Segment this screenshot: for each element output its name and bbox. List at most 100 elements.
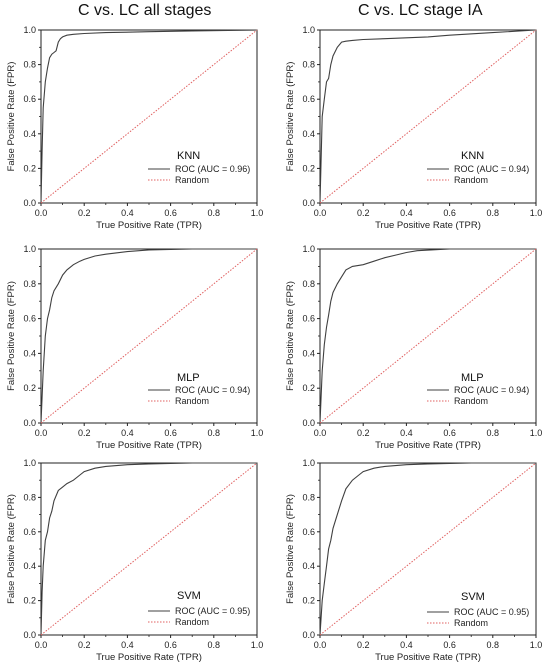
y-tick-label: 0.6	[302, 94, 315, 104]
x-tick-label: 0.0	[35, 428, 48, 438]
legend-entry-label: ROC (AUC = 0.94)	[454, 385, 529, 395]
x-tick-label: 1.0	[251, 640, 264, 650]
legend-entry-label: Random	[175, 175, 209, 185]
column-title-right: C vs. LC stage IA	[358, 2, 483, 19]
y-tick-label: 0.0	[302, 198, 315, 208]
y-tick-label: 0.2	[302, 596, 315, 606]
y-tick-label: 0.2	[302, 383, 315, 393]
x-tick-label: 0.6	[443, 640, 456, 650]
x-tick-label: 0.4	[121, 428, 134, 438]
x-tick-label: 0.2	[357, 640, 370, 650]
x-axis-label: True Positive Rate (TPR)	[96, 220, 202, 231]
y-tick-label: 0.4	[23, 129, 36, 139]
roc-curve-line	[40, 248, 257, 424]
legend-entry-label: ROC (AUC = 0.95)	[175, 606, 250, 616]
x-tick-label: 0.6	[443, 208, 456, 218]
y-tick-label: 0.6	[23, 527, 36, 537]
roc-panel: 0.0 0.2 0.4 0.6 0.8 1.0 0.0 0.2 0.4 0.6 0.8 1.0 True…	[285, 458, 542, 663]
x-axis-label: True Positive Rate (TPR)	[375, 220, 481, 231]
y-tick-label: 0.2	[23, 383, 36, 393]
x-tick-label: 0.2	[78, 428, 91, 438]
y-tick-label: 0.0	[302, 418, 315, 428]
y-tick-label: 1.0	[302, 458, 315, 468]
y-tick-label: 0.8	[302, 279, 315, 289]
x-tick-label: 0.2	[78, 640, 91, 650]
y-tick-label: 0.4	[23, 348, 36, 358]
x-axis-label: True Positive Rate (TPR)	[96, 652, 202, 663]
x-tick-label: 0.6	[164, 208, 177, 218]
x-tick-label: 0.2	[78, 208, 91, 218]
legend-entry-label: Random	[175, 396, 209, 406]
x-tick-label: 0.4	[121, 640, 134, 650]
y-tick-label: 1.0	[302, 25, 315, 35]
x-tick-label: 0.0	[314, 208, 327, 218]
model-name-label: MLP	[461, 372, 484, 384]
y-tick-label: 0.8	[23, 279, 36, 289]
x-tick-label: 0.4	[400, 208, 413, 218]
roc-panel: 0.0 0.2 0.4 0.6 0.8 1.0 0.0 0.2 0.4 0.6 0.8 1.0 True…	[285, 25, 542, 231]
x-tick-label: 1.0	[530, 640, 543, 650]
x-tick-label: 1.0	[530, 428, 543, 438]
random-baseline-line	[319, 248, 537, 424]
x-axis-label: True Positive Rate (TPR)	[375, 652, 481, 663]
x-tick-label: 0.8	[487, 208, 500, 218]
legend-entry-label: ROC (AUC = 0.95)	[454, 607, 529, 617]
x-tick-label: 0.6	[164, 428, 177, 438]
x-tick-label: 0.4	[121, 208, 134, 218]
y-tick-label: 0.8	[302, 60, 315, 70]
legend-entry-label: Random	[454, 618, 488, 628]
y-tick-label: 0.8	[302, 492, 315, 502]
legend-entry-label: Random	[454, 396, 488, 406]
x-tick-label: 0.0	[314, 428, 327, 438]
model-name-label: MLP	[177, 372, 200, 384]
x-tick-label: 0.2	[357, 428, 370, 438]
y-tick-label: 1.0	[23, 244, 36, 254]
y-axis-label: False Positive Rate (FPR)	[285, 281, 296, 391]
column-title-left: C vs. LC all stages	[78, 2, 212, 19]
y-tick-label: 0.6	[23, 94, 36, 104]
x-tick-label: 0.8	[208, 428, 221, 438]
random-baseline-line	[319, 462, 537, 636]
y-axis-label: False Positive Rate (FPR)	[285, 494, 296, 604]
legend-entry-label: Random	[454, 175, 488, 185]
y-tick-label: 0.0	[23, 630, 36, 640]
y-tick-label: 0.8	[23, 492, 36, 502]
legend-entry-label: ROC (AUC = 0.94)	[454, 164, 529, 174]
y-tick-label: 1.0	[302, 244, 315, 254]
roc-curve-line	[319, 29, 537, 204]
random-baseline-line	[40, 462, 258, 636]
random-baseline-line	[40, 29, 258, 204]
y-tick-label: 0.0	[302, 630, 315, 640]
y-axis-label: False Positive Rate (FPR)	[6, 494, 17, 604]
y-axis-label: False Positive Rate (FPR)	[6, 281, 17, 391]
x-tick-label: 0.6	[164, 640, 177, 650]
legend-entry-label: ROC (AUC = 0.94)	[175, 385, 250, 395]
model-name-label: SVM	[461, 591, 485, 603]
x-tick-label: 0.4	[400, 640, 413, 650]
legend-entry-label: ROC (AUC = 0.96)	[175, 164, 250, 174]
roc-panel: 0.0 0.2 0.4 0.6 0.8 1.0 0.0 0.2 0.4 0.6 0.8 1.0 True…	[285, 244, 542, 451]
roc-panel: 0.0 0.2 0.4 0.6 0.8 1.0 0.0 0.2 0.4 0.6 0.8 1.0 True…	[6, 458, 263, 663]
y-tick-label: 0.6	[302, 314, 315, 324]
y-tick-label: 0.4	[302, 348, 315, 358]
x-tick-label: 0.8	[487, 640, 500, 650]
x-axis-label: True Positive Rate (TPR)	[375, 440, 481, 451]
roc-curve-line	[319, 248, 536, 424]
roc-panel: 0.0 0.2 0.4 0.6 0.8 1.0 0.0 0.2 0.4 0.6 0.8 1.0 True…	[6, 25, 263, 231]
roc-curve-line	[319, 462, 536, 636]
random-baseline-line	[319, 29, 537, 204]
y-axis-label: False Positive Rate (FPR)	[285, 62, 296, 172]
x-tick-label: 0.8	[208, 208, 221, 218]
y-tick-label: 0.2	[302, 163, 315, 173]
x-tick-label: 0.6	[443, 428, 456, 438]
x-tick-label: 1.0	[530, 208, 543, 218]
x-tick-label: 0.4	[400, 428, 413, 438]
model-name-label: KNN	[177, 150, 200, 162]
legend-entry-label: Random	[175, 617, 209, 627]
roc-panel: 0.0 0.2 0.4 0.6 0.8 1.0 0.0 0.2 0.4 0.6 0.8 1.0 True…	[6, 244, 263, 451]
model-name-label: SVM	[177, 590, 201, 602]
y-tick-label: 0.2	[23, 163, 36, 173]
random-baseline-line	[40, 248, 258, 424]
x-tick-label: 0.0	[35, 640, 48, 650]
y-tick-label: 0.6	[23, 314, 36, 324]
